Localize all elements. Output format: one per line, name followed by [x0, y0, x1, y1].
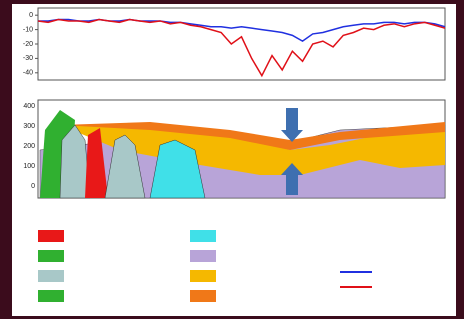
swatch: [38, 270, 64, 282]
y-tick-label: -40: [23, 70, 33, 77]
section-tick-label: 100: [23, 163, 35, 170]
y-tick-label: -30: [23, 55, 33, 62]
swatch: [190, 290, 216, 302]
swatch: [38, 290, 64, 302]
section-tick-label: 400: [23, 103, 35, 110]
swatch: [190, 250, 216, 262]
y-tick-label: 0: [29, 12, 33, 19]
section-tick-label: 0: [31, 183, 35, 190]
section-tick-label: 300: [23, 123, 35, 130]
swatch: [190, 230, 216, 242]
swatch: [190, 270, 216, 282]
swatch: [38, 250, 64, 262]
y-tick-label: -10: [23, 26, 33, 33]
swatch: [38, 230, 64, 242]
page: {"chart_data":{"type":"line", "x":[0,1,2…: [0, 0, 464, 319]
section-tick-label: 200: [23, 143, 35, 150]
figure: 0 -10 -20 -30 -40 400 300 200 100 0: [0, 0, 464, 319]
y-tick-label: -20: [23, 41, 33, 48]
